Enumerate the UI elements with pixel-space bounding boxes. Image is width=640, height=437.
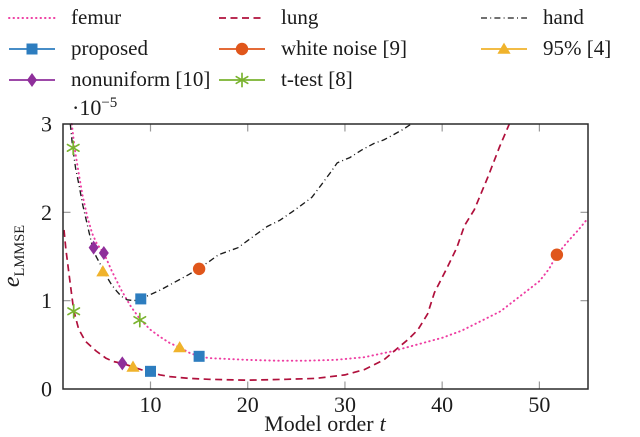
legend-item-femur: femur [8, 2, 218, 33]
legend-item-lung: lung [218, 2, 480, 33]
legend-label-femur: femur [71, 5, 122, 29]
x-tick-label: 50 [528, 392, 550, 417]
marker-triangle-ninety_five [173, 341, 187, 353]
legend-sample-hand [481, 16, 527, 19]
marker-circle-white_noise [550, 248, 564, 261]
y-tick-label: 0 [41, 377, 52, 402]
curve-hand [69, 123, 412, 302]
legend-item-proposed: proposed [8, 33, 218, 64]
legend-sample-nonuniform [9, 72, 55, 87]
legend-sample-t_test [219, 72, 265, 87]
legend-label-t_test: t-test [8] [281, 67, 353, 91]
markers-white_noise [192, 248, 564, 276]
markers-t_test [66, 140, 147, 328]
x-axis-label: Model order t [264, 411, 386, 436]
legend-sample-white_noise [219, 42, 265, 55]
axis-ticks [63, 124, 588, 389]
y-tick-label: 2 [41, 200, 52, 225]
legend-label-ninety_five: 95% [4] [543, 36, 612, 60]
legend-label-lung: lung [281, 5, 319, 29]
marker-diamond-nonuniform [88, 240, 99, 255]
legend-label-white_noise: white noise [9] [281, 36, 407, 60]
marker-square-proposed [193, 350, 205, 362]
curve-femur [70, 123, 588, 362]
legend-label-proposed: proposed [71, 36, 148, 60]
legend-item-nonuniform: nonuniform [10] [8, 64, 218, 95]
marker-square-proposed [135, 293, 147, 305]
x-tick-label: 20 [237, 392, 259, 417]
legend-item-t_test: t-test [8] [218, 64, 480, 95]
marker-triangle-ninety_five [126, 360, 140, 372]
marker-star-t_test [66, 140, 80, 156]
plot-frame [62, 123, 589, 390]
marker-star-t_test-legend [235, 72, 249, 87]
y-tick-label: 3 [41, 112, 52, 137]
legend-sample-femur [8, 16, 56, 19]
marker-triangle-ninety_five-legend [497, 42, 511, 54]
legend-label-hand: hand [543, 5, 584, 29]
marker-diamond-nonuniform [98, 245, 109, 260]
marker-triangle-ninety_five [96, 265, 110, 277]
y-tick-label: 1 [41, 288, 52, 313]
marker-square-proposed-legend [26, 43, 38, 54]
marker-circle-white_noise-legend [235, 42, 249, 55]
marker-circle-white_noise [192, 262, 206, 276]
marker-diamond-nonuniform-legend [27, 72, 37, 87]
marker-diamond-nonuniform [117, 356, 128, 371]
marker-star-t_test [133, 312, 147, 328]
plot-legend: femur proposed nonuniform [10] lung white no… [0, 0, 640, 95]
legend-item-hand: hand [480, 2, 640, 33]
legend-item-ninety_five: 95% [4] [480, 33, 640, 64]
x-tick-label: 10 [140, 392, 162, 417]
marker-star-t_test [67, 303, 81, 319]
markers-proposed [135, 293, 205, 377]
y-axis-label: eLMMSE [0, 225, 28, 287]
x-tick-label: 40 [431, 392, 453, 417]
legend-sample-ninety_five [481, 42, 527, 54]
marker-square-proposed [145, 365, 156, 377]
markers-nonuniform [88, 240, 128, 371]
legend-sample-lung [219, 16, 265, 19]
legend-item-white_noise: white noise [9] [218, 33, 480, 64]
curve-lung [63, 123, 511, 382]
legend-sample-proposed [9, 43, 55, 54]
markers-ninety_five [96, 265, 187, 372]
x-tick-label: 30 [334, 392, 356, 417]
legend-label-nonuniform: nonuniform [10] [71, 67, 211, 91]
y-exponent-label: ·10−5 [72, 95, 117, 120]
tick-labels: 10 20 30 40 50 0 1 2 3 [41, 112, 550, 418]
